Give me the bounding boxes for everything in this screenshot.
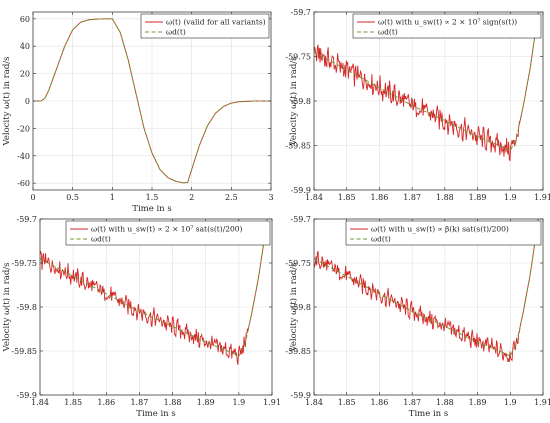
y-axis-label: Velocity ω(t) in rad/s [1,263,12,353]
y-tick-label: -60 [17,179,30,188]
y-tick-label: -40 [17,152,30,161]
y-tick-label: -59.75 [285,259,311,268]
x-tick-label: 1.85 [338,193,356,202]
x-tick-label: 1.86 [371,193,389,202]
x-tick-label: 1.89 [469,193,487,202]
x-tick-label: 1.88 [436,398,454,407]
y-tick-label: -59.85 [285,142,311,151]
y-tick-label: 0 [25,97,30,106]
x-tick-label: 1.88 [436,193,454,202]
y-axis-label: Velocity ω(t) in rad/s [288,263,299,353]
series-line-measured [314,12,539,162]
y-tick-label: -59.7 [290,8,311,17]
series-line-desired [33,18,271,184]
panel-top-left: 0 0.5 1 1.5 2 2.5 3 -60 -40 -20 0 20 40 60 Time in s Ve… [1,11,274,214]
y-tick-label: -59.8 [290,303,311,312]
y-tick-label: 60 [20,15,30,24]
x-axis-label: Time in s [132,204,171,214]
x-tick-label: 2 [189,193,194,202]
legend-entry: ω(t) with u_sw(t) ∝ 2 × 10⁷ sat(s(t)/200… [91,225,243,234]
panel-bottom-right: 1.84 1.85 1.86 1.87 1.88 1.89 1.9 1.91 -59.9 -59.… [285,215,550,419]
x-tick-label: 1.91 [263,398,281,407]
x-tick-label: 1.85 [64,398,82,407]
x-tick-label: 1.87 [403,193,421,202]
y-tick-label: -59.8 [16,303,37,312]
x-tick-label: 1 [110,193,115,202]
y-tick-label: -59.7 [290,215,311,224]
legend-entry: ω(t) (valid for all variants) [166,18,266,27]
x-tick-label: 1.9 [232,398,245,407]
legend-entry: ωd(t) [371,235,391,244]
x-axis-label: Time in s [136,409,175,419]
x-tick-label: 0 [30,193,35,202]
legend-entry: ωd(t) [166,28,186,37]
x-tick-label: 1.87 [403,398,421,407]
legend-entry: ωd(t) [91,235,111,244]
series-line-measured [40,219,268,365]
x-tick-label: 1.84 [31,398,49,407]
x-tick-label: 3 [268,193,273,202]
legend-box [345,220,542,246]
x-tick-label: 1.91 [534,398,550,407]
y-tick-label: -59.85 [285,347,311,356]
x-tick-label: 1.87 [131,398,149,407]
series-line-desired [40,219,268,357]
x-tick-label: 1.89 [469,398,487,407]
x-tick-label: 1.84 [305,398,323,407]
y-tick-label: -59.7 [16,215,37,224]
panel-bottom-left: 1.84 1.85 1.86 1.87 1.88 1.89 1.9 1.91 -59.9 -59.… [1,215,281,419]
x-tick-label: 1.9 [504,398,517,407]
y-tick-label: 40 [20,42,30,51]
x-tick-label: 1.86 [97,398,115,407]
y-tick-label: -59.75 [285,53,311,62]
legend-box [352,13,542,39]
panel-top-right: 1.84 1.85 1.86 1.87 1.88 1.89 1.9 1.91 -59.9 -59.… [285,8,550,202]
legend-box [65,220,271,246]
x-tick-label: 0.5 [66,193,79,202]
y-tick-label: -59.85 [11,347,37,356]
x-tick-label: 1.88 [164,398,182,407]
y-tick-label: -59.9 [16,391,37,400]
series-line-measured [314,219,539,363]
y-axis-label: Velocity ω(t) in rad/s [288,57,299,147]
y-tick-label: -20 [17,124,30,133]
x-tick-label: 1.91 [534,193,550,202]
y-tick-label: -59.9 [290,391,311,400]
legend-box [140,13,270,39]
x-tick-label: 1.5 [146,193,159,202]
y-tick-label: -59.8 [290,97,311,106]
y-tick-label: -59.75 [11,259,37,268]
x-tick-label: 1.84 [305,193,323,202]
y-tick-label: 20 [20,70,30,79]
legend-entry: ω(t) with u_sw(t) ∝ β(k) sat(s(t)/200) [371,225,509,234]
x-tick-label: 1.86 [371,398,389,407]
x-tick-label: 2.5 [225,193,238,202]
x-axis-label: Time in s [409,409,448,419]
x-tick-label: 1.85 [338,398,356,407]
legend-entry: ωd(t) [378,28,398,37]
x-tick-label: 1.9 [504,193,517,202]
x-tick-label: 1.89 [197,398,215,407]
legend-entry: ω(t) with u_sw(t) ∝ 2 × 10⁷ sign(s(t)) [378,18,517,27]
y-tick-label: -59.9 [290,186,311,195]
y-axis-label: Velocity ω(t) in rad/s [1,57,12,147]
